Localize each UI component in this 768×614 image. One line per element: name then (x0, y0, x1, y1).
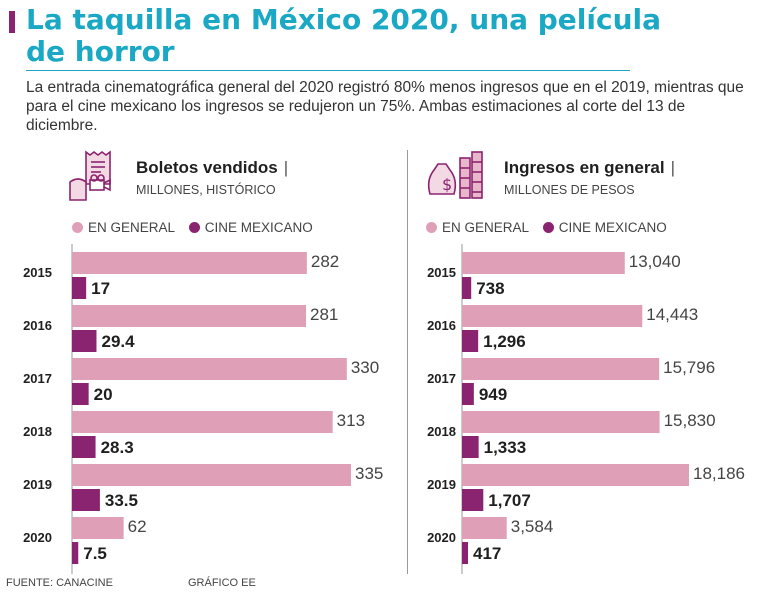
bar-general-label: 330 (351, 358, 379, 377)
bar-general (462, 517, 507, 539)
bar-general (462, 464, 689, 486)
bar-general (72, 305, 307, 327)
bar-general (72, 358, 347, 380)
bar-mexicano (72, 330, 97, 352)
page-title: La taquilla en México 2020, una película… (26, 3, 662, 68)
bar-general-label: 313 (337, 411, 365, 430)
subtitle: La entrada cinematográfica general del 2… (26, 79, 744, 134)
legend-dot-icon (188, 222, 200, 233)
bar-general-label: 282 (311, 252, 339, 271)
bar-general-label: 13,040 (629, 252, 681, 271)
year-label: 2015 (23, 265, 52, 280)
bar-general (462, 411, 660, 433)
bar-general-label: 18,186 (693, 464, 745, 483)
ticket-projector-icon (69, 150, 111, 201)
year-label: 2016 (23, 318, 52, 333)
bar-general-label: 15,796 (663, 358, 715, 377)
bar-mexicano-label: 1,333 (484, 438, 527, 457)
panel-title: Boletos vendidos | (136, 158, 289, 177)
legend-mexicano: CINE MEXICANO (542, 220, 667, 235)
panel-unit: MILLONES, HISTÓRICO (136, 183, 276, 197)
year-label: 2019 (23, 477, 52, 492)
bar-mexicano-label: 20 (94, 385, 113, 404)
svg-text:$: $ (442, 175, 452, 194)
bar-mexicano-label: 1,296 (483, 332, 526, 351)
bar-mexicano (72, 542, 79, 564)
bar-mexicano (72, 436, 96, 458)
legend-general: EN GENERAL (72, 220, 175, 235)
bar-mexicano (462, 330, 479, 352)
legend-dot-icon (426, 222, 437, 233)
bar-general-label: 335 (355, 464, 383, 483)
bar-mexicano (462, 489, 484, 511)
bar-general-label: 15,830 (664, 411, 716, 430)
footer-credit: GRÁFICO EE (188, 577, 256, 589)
bar-mexicano (72, 383, 89, 405)
legend: EN GENERAL CINE MEXICANO (72, 220, 323, 235)
bar-mexicano (462, 436, 479, 458)
bar-general-label: 281 (310, 305, 338, 324)
panel-title: Ingresos en general | (504, 158, 676, 177)
bar-general-label: 62 (128, 517, 147, 536)
legend-general: EN GENERAL (426, 220, 529, 235)
bar-mexicano (72, 489, 100, 511)
bar-mexicano-label: 17 (91, 279, 110, 298)
year-label: 2016 (427, 318, 456, 333)
year-label: 2017 (427, 371, 456, 386)
revenue-chart: 2015 13,040 738 2016 14,443 1,296 2017 15,796 94… (427, 244, 745, 574)
footer-source: FUENTE: CANACINE (6, 577, 113, 589)
year-label: 2018 (23, 424, 52, 439)
bar-general (462, 252, 625, 274)
legend-mexicano: CINE MEXICANO (188, 220, 313, 235)
legend-dot-icon (542, 222, 554, 233)
revenue-panel: $ Ingresos en general | MILLONES DE PESOS… (410, 148, 760, 578)
tickets-chart: 2015 282 17 2016 281 29.4 2017 330 20 2018 313 28.3… (23, 244, 383, 574)
panel-unit: MILLONES DE PESOS (504, 183, 635, 197)
tickets-panel: Boletos vendidos | MILLONES, HISTÓRICO EN… (8, 148, 388, 578)
year-label: 2019 (427, 477, 456, 492)
bar-general-label: 14,443 (646, 305, 698, 324)
bar-mexicano-label: 28.3 (101, 438, 134, 457)
bar-mexicano-label: 1,707 (488, 491, 531, 510)
bar-mexicano-label: 738 (476, 279, 504, 298)
title-accent-bar (9, 11, 15, 33)
bar-general (72, 517, 124, 539)
legend-dot-icon (72, 222, 83, 233)
bar-general (462, 358, 660, 380)
bar-mexicano-label: 417 (473, 544, 501, 563)
title-rule (26, 70, 630, 71)
bar-mexicano (462, 277, 472, 299)
year-label: 2017 (23, 371, 52, 386)
bar-mexicano (462, 542, 468, 564)
legend: EN GENERAL CINE MEXICANO (426, 220, 677, 235)
bar-mexicano (72, 277, 87, 299)
panel-divider (407, 150, 408, 574)
bar-general (72, 252, 307, 274)
year-label: 2018 (427, 424, 456, 439)
bar-mexicano (462, 383, 474, 405)
bar-mexicano-label: 29.4 (101, 332, 135, 351)
bar-general-label: 3,584 (511, 517, 554, 536)
bar-mexicano-label: 949 (479, 385, 507, 404)
bar-general (462, 305, 643, 327)
bar-general (72, 411, 333, 433)
money-bag-coins-icon: $ (427, 151, 483, 199)
bar-general (72, 464, 351, 486)
year-label: 2020 (427, 530, 456, 545)
year-label: 2020 (23, 530, 52, 545)
bar-mexicano-label: 33.5 (105, 491, 138, 510)
bar-mexicano-label: 7.5 (83, 544, 107, 563)
year-label: 2015 (427, 265, 456, 280)
